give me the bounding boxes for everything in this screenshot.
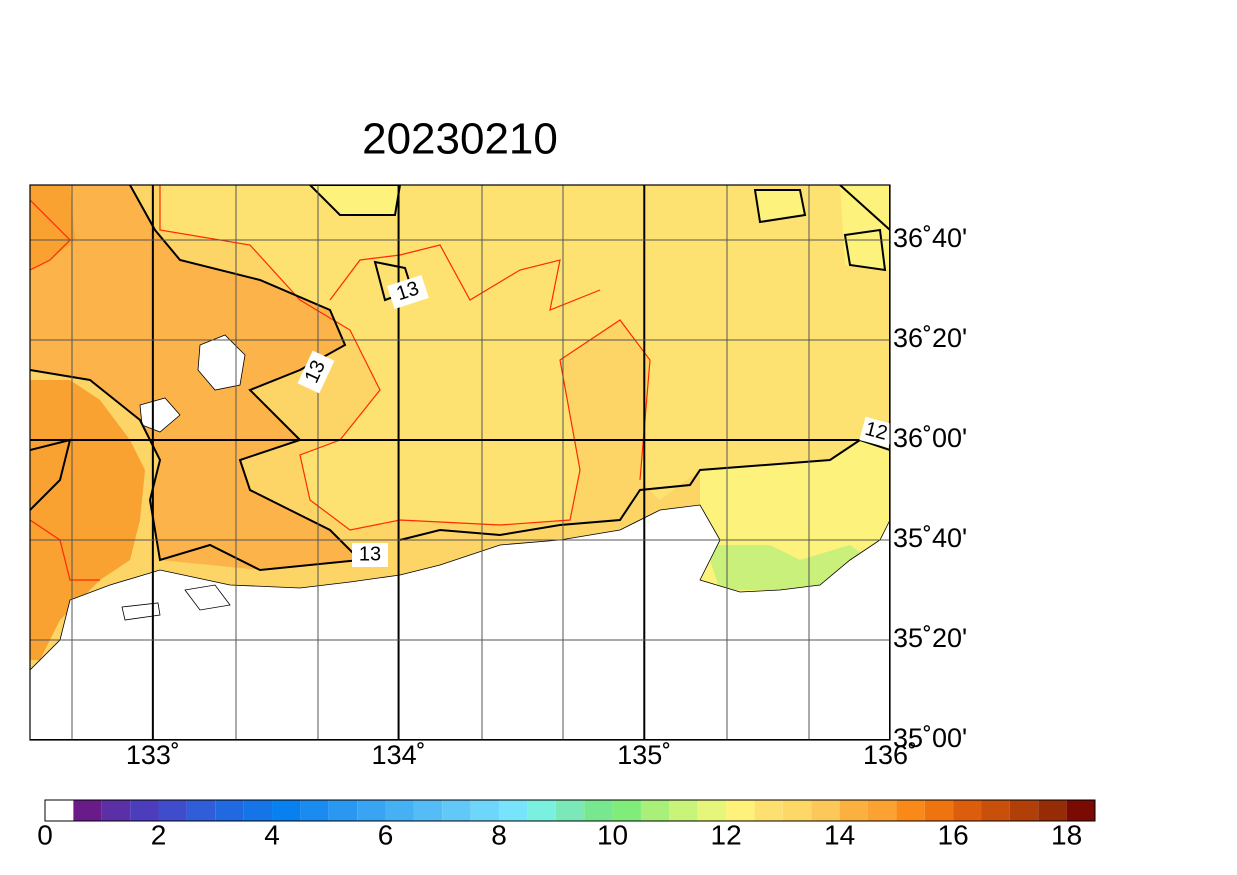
contour-line xyxy=(159,185,651,531)
colorbar-label: 6 xyxy=(378,819,394,850)
colorbar-label: 18 xyxy=(1051,819,1082,850)
grid xyxy=(30,185,890,740)
colorbar-box xyxy=(499,800,528,821)
colorbar-box xyxy=(726,800,755,821)
colorbar-label: 12 xyxy=(711,819,742,850)
contour-label: 13 xyxy=(359,543,381,565)
colorbar-box xyxy=(385,800,414,821)
lat-label: 36˚00' xyxy=(893,423,967,453)
lon-label: 135˚ xyxy=(617,740,671,770)
colorbar-box xyxy=(584,800,613,821)
colorbar-box xyxy=(754,800,783,821)
colorbar-label: 0 xyxy=(37,819,53,850)
orange-field xyxy=(30,185,360,570)
colorbar-label: 10 xyxy=(597,819,628,850)
deep-orange-field xyxy=(30,185,145,660)
contour-line xyxy=(399,438,890,541)
colorbar-box xyxy=(1066,800,1095,821)
lat-label: 35˚20' xyxy=(893,623,967,653)
minor-grid xyxy=(71,185,810,740)
colorbar-box xyxy=(357,800,386,821)
contour-labels: 13 13 13 12 xyxy=(297,275,890,567)
contour-line xyxy=(30,519,100,581)
colorbar-label: 8 xyxy=(491,819,507,850)
colorbar: 0 2 4 6 8 10 12 14 16 18 xyxy=(37,799,1096,850)
label-box xyxy=(352,543,388,567)
contour-line xyxy=(30,185,363,572)
colorbar-box xyxy=(839,800,868,821)
title: 20230210 xyxy=(362,115,558,164)
label-box xyxy=(859,416,890,448)
island xyxy=(121,602,161,621)
map-frame xyxy=(29,184,891,741)
colorbar-box xyxy=(1009,800,1039,821)
colorbar-box xyxy=(981,800,1010,821)
lon-label: 133˚ xyxy=(126,740,180,770)
colorbar-box xyxy=(272,800,301,821)
colorbar-label: 2 xyxy=(151,819,167,850)
contour-line xyxy=(308,185,890,272)
island xyxy=(197,334,246,391)
colorbar-box xyxy=(45,800,74,821)
contour-line xyxy=(329,244,601,311)
colorbar-box xyxy=(73,800,102,821)
colorbar-box xyxy=(896,800,925,821)
colorbar-box xyxy=(867,800,897,821)
label-box xyxy=(387,275,429,309)
lat-label: 36˚40' xyxy=(893,223,967,253)
colorbar-box xyxy=(328,800,358,821)
contour-line xyxy=(30,438,72,511)
contour-12-5 xyxy=(30,185,651,581)
colorbar-box xyxy=(811,800,840,821)
colorbar-box xyxy=(953,800,982,821)
colorbar-box xyxy=(640,800,670,821)
lon-label: 136˚ xyxy=(863,740,917,770)
colorbar-box xyxy=(612,800,641,821)
map-field: 13 13 13 12 xyxy=(30,185,890,740)
colorbar-box xyxy=(470,800,500,821)
lat-label: 36˚20' xyxy=(893,323,967,353)
island xyxy=(184,584,231,611)
colorbar-box xyxy=(413,800,443,821)
colorbar-box xyxy=(243,800,273,821)
light-field xyxy=(310,185,890,600)
colorbar-box xyxy=(697,800,727,821)
colorbar-box xyxy=(782,800,812,821)
land xyxy=(30,504,890,740)
colorbar-box xyxy=(300,800,329,821)
colorbar-label: 14 xyxy=(824,819,855,850)
colorbar-box xyxy=(555,800,585,821)
colorbar-box xyxy=(924,800,954,821)
colorbar-label: 4 xyxy=(264,819,280,850)
colorbar-box xyxy=(527,800,556,821)
colorbar-box xyxy=(215,800,244,821)
colorbar-label: 16 xyxy=(938,819,969,850)
colorbar-box xyxy=(1038,800,1067,821)
colorbar-box xyxy=(669,800,698,821)
colorbar-box xyxy=(158,800,187,821)
colorbar-box xyxy=(186,800,216,821)
colorbar-box xyxy=(130,800,159,821)
colorbar-box xyxy=(442,800,471,821)
label-box xyxy=(297,350,335,394)
colorbar-frame xyxy=(44,799,1096,822)
lat-label: 35˚40' xyxy=(893,523,967,553)
lat-label: 35˚00' xyxy=(893,723,967,753)
colorbar-box xyxy=(101,800,131,821)
contour-line xyxy=(30,199,71,271)
lon-label: 134˚ xyxy=(372,740,426,770)
